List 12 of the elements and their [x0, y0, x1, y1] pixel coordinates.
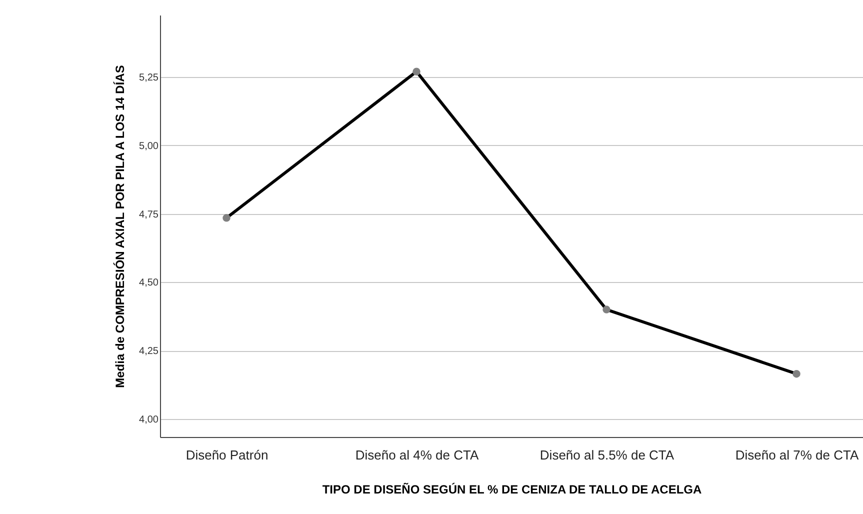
y-axis-title: Media de COMPRESIÓN AXIAL POR PILA A LOS 14 DÍAS: [113, 65, 128, 388]
x-tick-label: Diseño al 5.5% de CTA: [540, 448, 674, 462]
y-tick-label: 4,00: [139, 414, 159, 426]
y-tick-label: 5,25: [139, 72, 159, 84]
y-tick-label: 4,75: [139, 209, 159, 220]
x-tick-label: Diseño al 7% de CTA: [735, 448, 859, 462]
y-tick-label: 4,25: [139, 346, 159, 358]
x-axis-title: TIPO DE DISEÑO SEGÚN EL % DE CENIZA DE TALLO DE ACELGA: [322, 482, 702, 496]
x-tick-label: Diseño al 4% de CTA: [355, 448, 479, 462]
y-tick-label: 5,00: [139, 140, 159, 152]
y-tick-label: 4,50: [139, 278, 159, 289]
x-tick-label: Diseño Patrón: [186, 448, 268, 462]
